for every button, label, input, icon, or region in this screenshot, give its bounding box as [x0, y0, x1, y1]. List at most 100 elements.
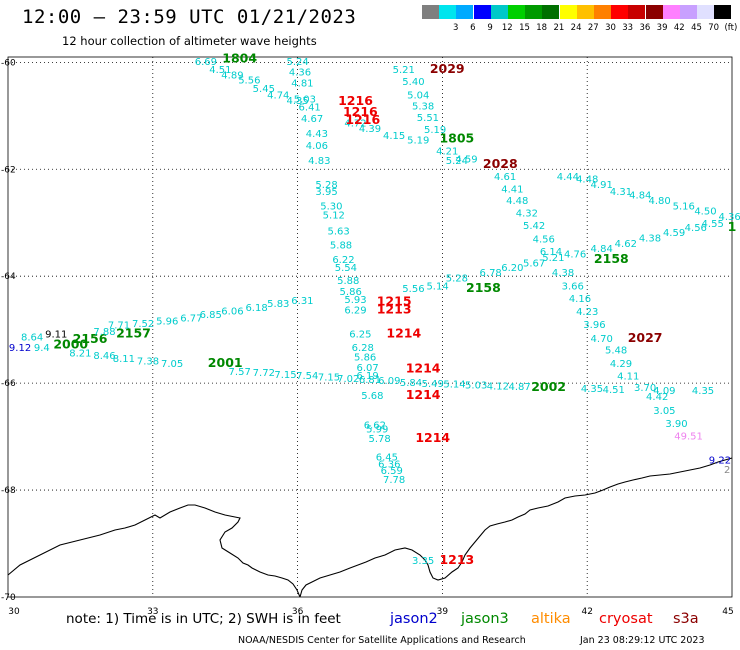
pass-time-label: 2158	[594, 251, 629, 266]
scale-label: 70	[708, 23, 720, 33]
wave-height-label: 9.4	[34, 343, 50, 354]
wave-height-label: 6.06	[221, 307, 243, 318]
wave-height-label: 4.36	[718, 212, 740, 223]
scale-swatch	[645, 5, 663, 19]
wave-height-label: 5.12	[323, 210, 345, 221]
pass-time-label: 1214	[386, 326, 421, 341]
scale-swatch	[490, 5, 508, 19]
wave-height-label: 6.69	[195, 57, 217, 68]
scale-swatch	[422, 5, 439, 19]
wave-height-label: 5.78	[369, 434, 391, 445]
scale-swatch	[439, 5, 457, 19]
wave-height-label: 7.54	[296, 371, 318, 382]
wave-height-label: 6.20	[501, 263, 523, 274]
wave-height-label: 5.83	[267, 299, 289, 310]
wave-height-label: 4.06	[306, 141, 328, 152]
satellite-legend-jason3: jason3	[461, 611, 509, 627]
wave-height-label: 5.14	[443, 379, 465, 390]
wave-height-label: 7.15	[318, 372, 340, 383]
pass-time-label: 1213	[377, 302, 412, 317]
axis-ticks: 30 33 36 39 42 45 -60 -62 -64 -66 -68 -70	[1, 58, 734, 617]
scale-swatch	[576, 5, 594, 19]
wave-height-label: 5.88	[330, 240, 352, 251]
scale-swatch	[697, 5, 715, 19]
pass-time-label: 2158	[466, 280, 501, 295]
wave-height-label: 6.22	[332, 255, 354, 266]
wave-height-label: 4.59	[663, 228, 685, 239]
wave-height-label: 4.72	[344, 119, 366, 130]
wave-height-label: 3.96	[583, 320, 605, 331]
wave-height-label: 6.28	[352, 343, 374, 354]
satellite-legend-s3a: s3a	[673, 611, 699, 627]
wave-height-label: 4.38	[552, 268, 574, 279]
wave-height-label: 4.50	[694, 207, 716, 218]
wave-height-labels: 6.69 18044.514.895.565.454.744.356.414.72…	[9, 50, 740, 567]
wave-height-label: 4.61	[494, 172, 516, 183]
wave-height-label: 3.05	[653, 406, 675, 417]
wave-height-label: 4.56	[533, 235, 555, 246]
scale-swatch	[662, 5, 680, 19]
pass-time-label: 1214	[406, 360, 441, 375]
wave-height-label: 4.36	[289, 68, 311, 79]
wave-height-label: 6.77	[180, 314, 202, 325]
wave-height-label: 4.21	[436, 146, 458, 157]
lat-tick-label: -70	[1, 593, 16, 603]
lat-tick-label: -68	[1, 486, 16, 496]
pass-time-label: 1215	[377, 294, 412, 309]
lon-tick-label: 39	[437, 607, 449, 617]
wave-height-label: 7.05	[161, 359, 183, 370]
pass-time-label: 2156	[73, 331, 108, 346]
wave-height-label: 7.02	[337, 374, 359, 385]
wave-height-label: 4.87	[508, 382, 530, 393]
wave-height-label: 7.78	[383, 475, 405, 486]
pass-time-label: 2029	[430, 61, 465, 76]
wave-height-label: 4.39	[359, 124, 381, 135]
scale-label: 24	[570, 23, 582, 33]
pass-time-label: 2002	[531, 379, 566, 394]
wave-height-label: 4.70	[591, 334, 613, 345]
pass-time-label: 1213	[439, 552, 474, 567]
wave-height-label: 3.66	[562, 282, 584, 293]
wave-height-label: 5.84	[400, 378, 422, 389]
scale-label: 39	[656, 23, 668, 33]
lon-tick-label: 36	[292, 607, 304, 617]
wave-height-label: 4.48	[576, 175, 598, 186]
scale-label: 45	[691, 23, 702, 33]
footer-note: note: 1) Time is in UTC; 2) SWH is in fe…	[66, 611, 341, 627]
wave-height-label: 4.83	[308, 156, 330, 167]
wave-height-label: 4.91	[591, 180, 613, 191]
wave-height-label: 7.38	[137, 356, 159, 367]
wave-height-label: 6.59	[381, 466, 403, 477]
wave-height-label: 3.95	[315, 187, 337, 198]
scale-swatch	[456, 5, 474, 19]
wave-height-label: 4.23	[576, 307, 598, 318]
satellite-legend-cryosat: cryosat	[599, 611, 653, 627]
scale-label: 42	[673, 23, 685, 33]
wave-height-label: 6.45	[376, 453, 398, 464]
wave-height-label: 4.80	[648, 196, 670, 207]
map-frame	[7, 56, 733, 598]
antarctic-coastline	[7, 457, 733, 598]
wave-height-label: 6.18	[245, 303, 267, 314]
wave-height-label: 4.16	[569, 294, 591, 305]
wave-height-label: 8.64	[21, 332, 43, 343]
lon-tick-label: 45	[722, 607, 733, 617]
pass-time-label: 1216	[345, 112, 380, 127]
wave-height-label: 4.55	[702, 219, 724, 230]
wave-height-label: 5.19	[407, 136, 429, 147]
map-subtitle: 12 hour collection of altimeter wave hei…	[62, 34, 317, 48]
wave-height-label: 4.56	[685, 223, 707, 234]
wave-height-label: 7.71	[108, 321, 130, 332]
wave-height-label: 5.21	[393, 65, 415, 76]
wave-height-label: 4.51	[603, 385, 625, 396]
pass-time-label: 1804	[222, 50, 257, 65]
wave-height-label: 9.11	[45, 330, 67, 341]
scale-label: 9	[487, 23, 493, 33]
wave-height-label: 5.96	[156, 316, 178, 327]
wave-height-label: 5.21	[542, 253, 564, 264]
wave-height-label: 4.89	[221, 70, 243, 81]
wave-height-label: 4.74	[267, 91, 289, 102]
wave-height-label: 5.45	[253, 84, 275, 95]
pass-time-label: 1214	[415, 430, 450, 445]
